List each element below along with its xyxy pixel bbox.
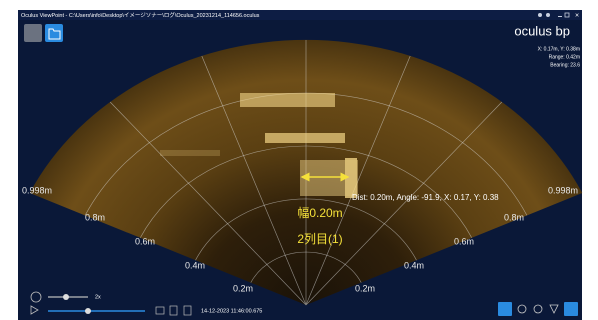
window-title: Oculus ViewPoint - C:\Users\info\Desktop… [21,11,260,19]
range-label: 0.4m [185,260,205,270]
settings-icon[interactable] [546,13,550,17]
sonar-button[interactable] [24,24,42,42]
row-note: 2列目(1) [297,232,342,246]
range-label: 0.6m [454,236,474,246]
close-button[interactable]: × [575,12,579,19]
speed-label: 2x [95,294,101,300]
measure-tool-button[interactable] [498,302,512,316]
cursor-info: Range: 0.42m [549,54,580,60]
logo: oculus bp [514,23,570,38]
range-label: 0.6m [135,236,155,246]
width-note: 幅0.20m [297,205,342,220]
speed-handle[interactable] [63,294,69,300]
range-label: 0.998m [548,185,578,195]
range-label: 0.998m [22,185,52,195]
page: Oculus ViewPoint - C:\Users\info\Desktop… [0,0,598,320]
cursor-info: X: 0.17m, Y: 0.38m [538,46,580,52]
minimize-button[interactable] [558,16,562,17]
range-label: 0.2m [355,283,375,293]
timestamp: 14-12-2023 11:46:00.675 [201,308,262,314]
range-label: 0.4m [404,260,424,270]
measure-readout: Dist: 0.20m, Angle: -91.9, X: 0.17, Y: 0… [352,193,499,202]
screenshot: Oculus ViewPoint - C:\Users\info\Desktop… [0,0,598,320]
range-label: 0.8m [504,212,524,222]
range-label: 0.8m [85,212,105,222]
settings-icon[interactable] [538,13,542,17]
range-label: 0.2m [233,283,253,293]
settings-button[interactable] [564,302,578,316]
timeline-handle[interactable] [85,308,91,314]
cursor-info: Bearing: 23.6 [550,62,580,68]
